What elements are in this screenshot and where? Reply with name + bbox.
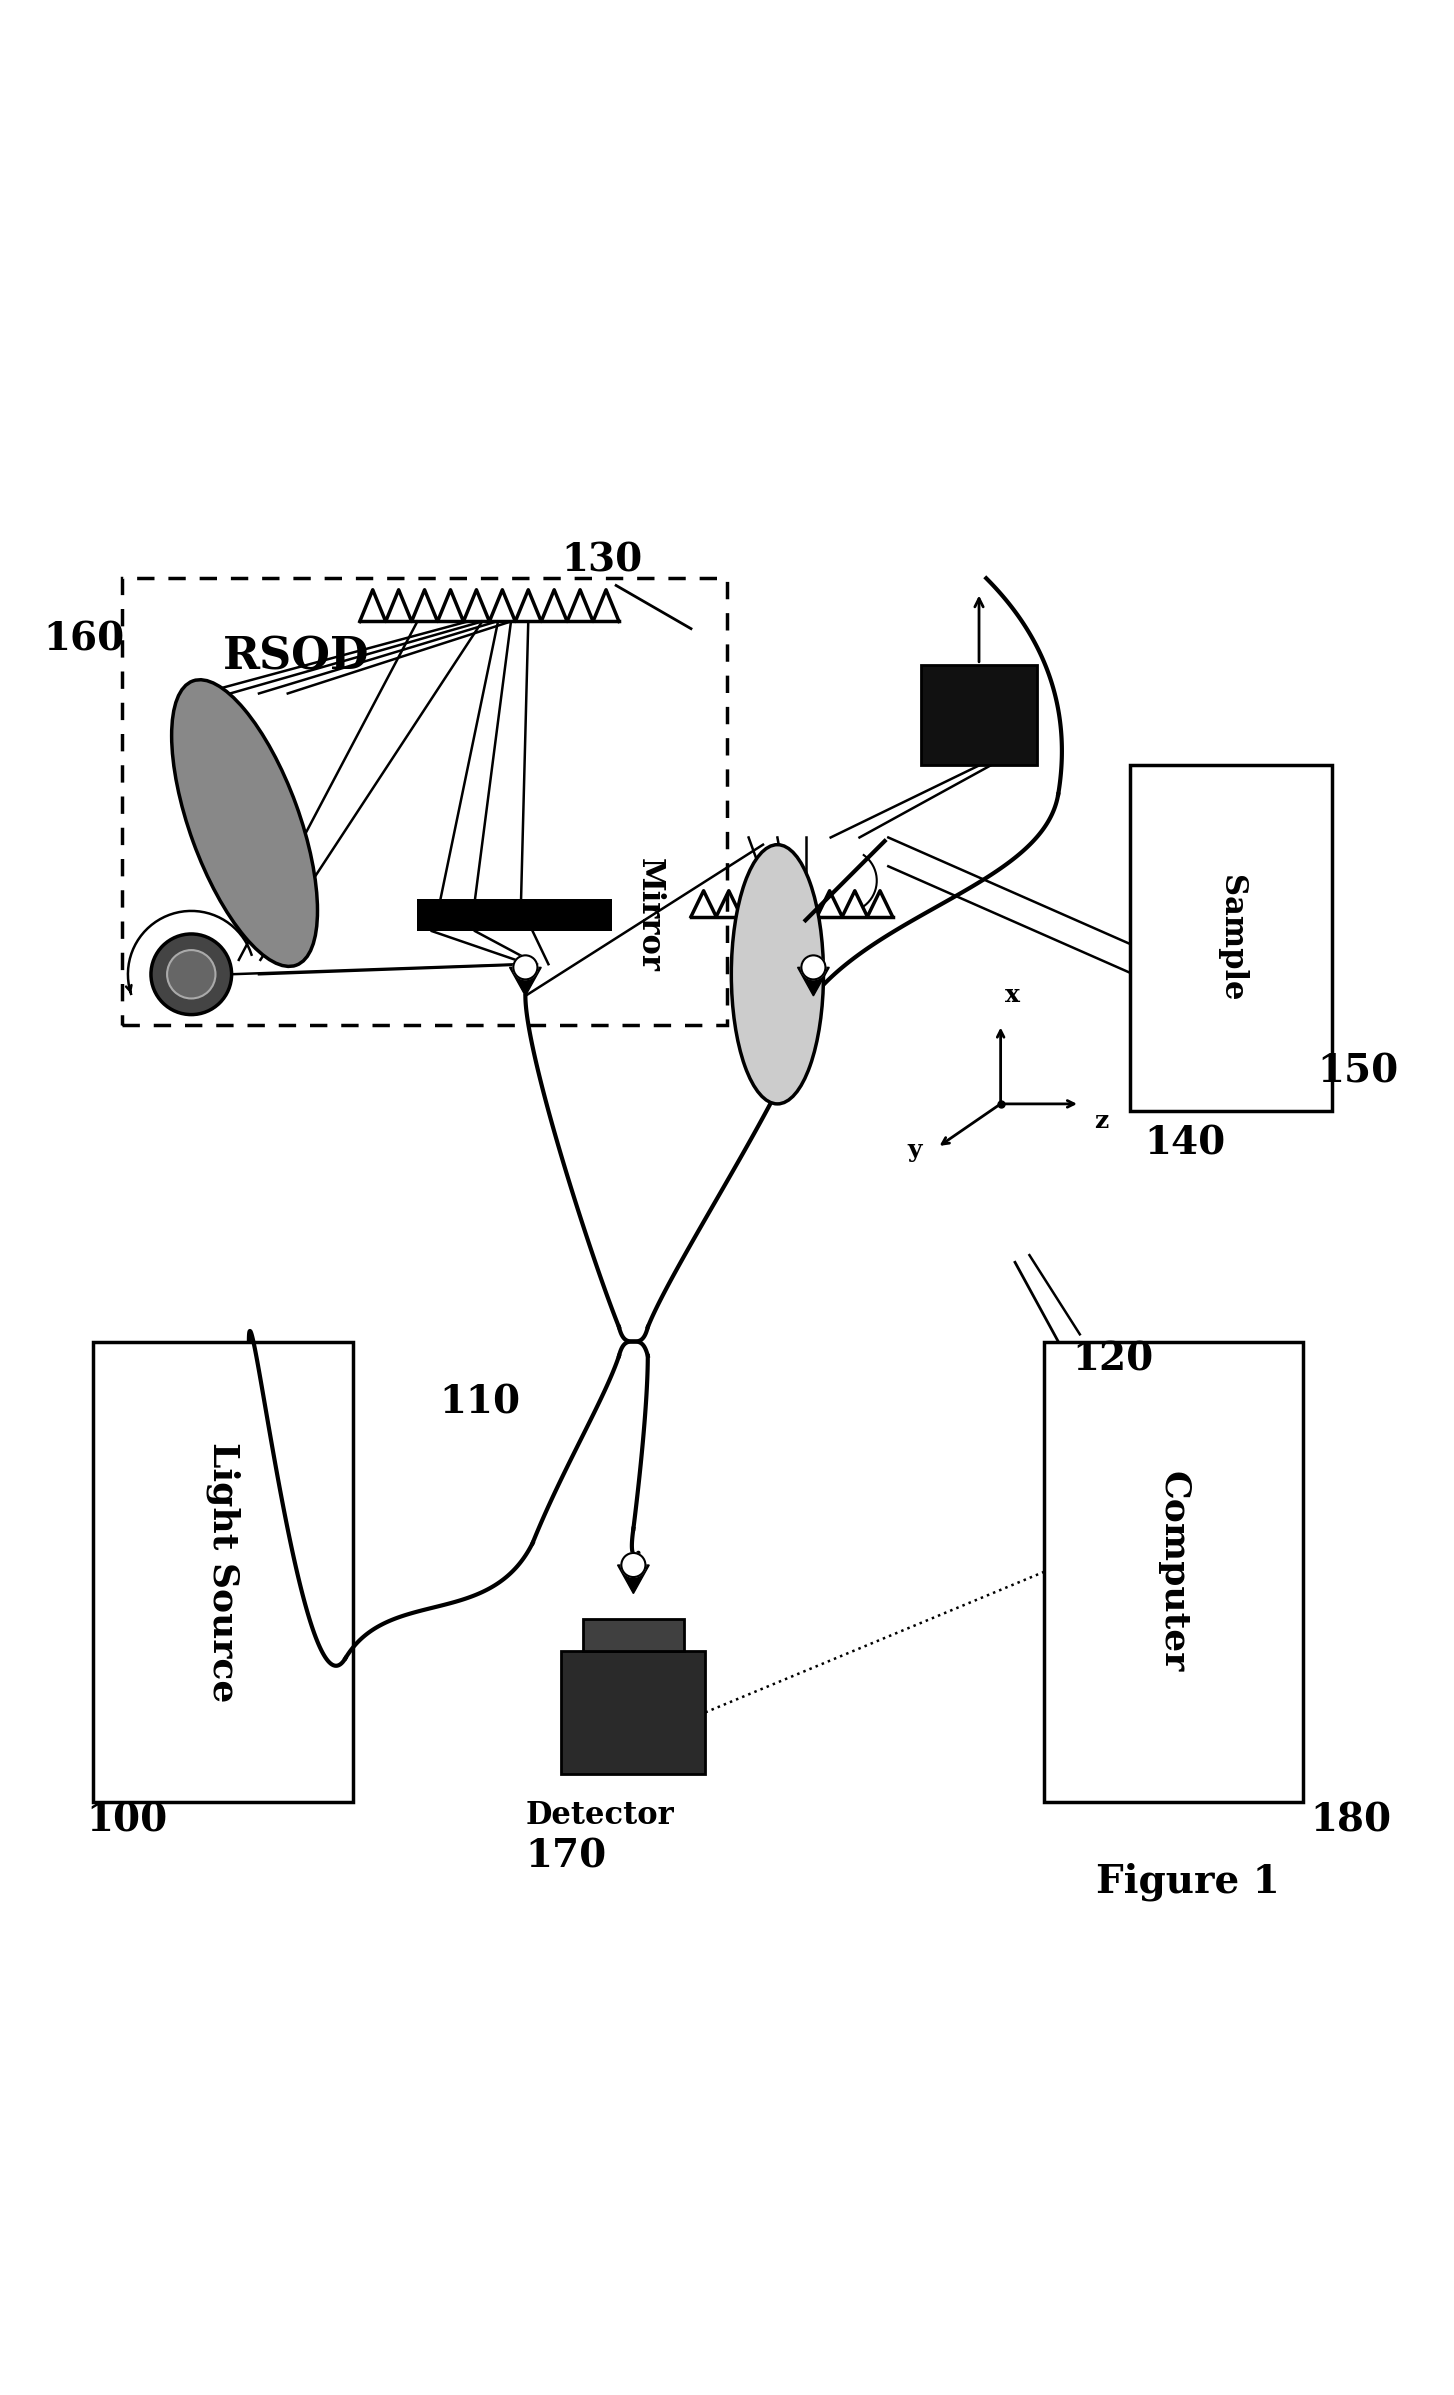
Ellipse shape bbox=[172, 680, 317, 968]
Circle shape bbox=[801, 956, 826, 980]
Bar bbox=[122, 577, 727, 1025]
Text: 110: 110 bbox=[439, 1384, 521, 1423]
Text: 120: 120 bbox=[1073, 1341, 1154, 1377]
Text: 170: 170 bbox=[525, 1837, 606, 1875]
Circle shape bbox=[513, 956, 538, 980]
Bar bbox=[1044, 1341, 1303, 1803]
Text: x: x bbox=[1005, 984, 1019, 1008]
Bar bbox=[583, 1619, 683, 1650]
Text: Computer: Computer bbox=[1156, 1471, 1191, 1672]
Text: Detector: Detector bbox=[525, 1801, 675, 1830]
Bar bbox=[417, 901, 612, 932]
Polygon shape bbox=[509, 968, 541, 996]
Text: Figure 1: Figure 1 bbox=[1096, 1863, 1280, 1902]
Text: Light Source: Light Source bbox=[205, 1442, 240, 1703]
Circle shape bbox=[167, 951, 215, 999]
Circle shape bbox=[621, 1552, 646, 1576]
Ellipse shape bbox=[731, 845, 823, 1104]
Text: 130: 130 bbox=[561, 541, 643, 580]
Text: 150: 150 bbox=[1317, 1051, 1399, 1090]
Bar bbox=[1130, 766, 1332, 1111]
Polygon shape bbox=[798, 968, 829, 996]
Text: 140: 140 bbox=[1144, 1123, 1226, 1162]
Text: 100: 100 bbox=[86, 1801, 167, 1839]
Text: 160: 160 bbox=[44, 620, 124, 659]
Bar bbox=[93, 1341, 352, 1803]
Text: Sample: Sample bbox=[1216, 874, 1246, 1001]
Polygon shape bbox=[618, 1564, 650, 1593]
Circle shape bbox=[151, 934, 231, 1015]
Text: y: y bbox=[907, 1138, 922, 1162]
Bar bbox=[561, 1650, 705, 1775]
Text: Mirror: Mirror bbox=[634, 857, 664, 972]
Text: 180: 180 bbox=[1310, 1801, 1391, 1839]
Text: z: z bbox=[1095, 1109, 1108, 1133]
Bar bbox=[922, 666, 1037, 766]
Text: RSOD: RSOD bbox=[222, 635, 369, 678]
